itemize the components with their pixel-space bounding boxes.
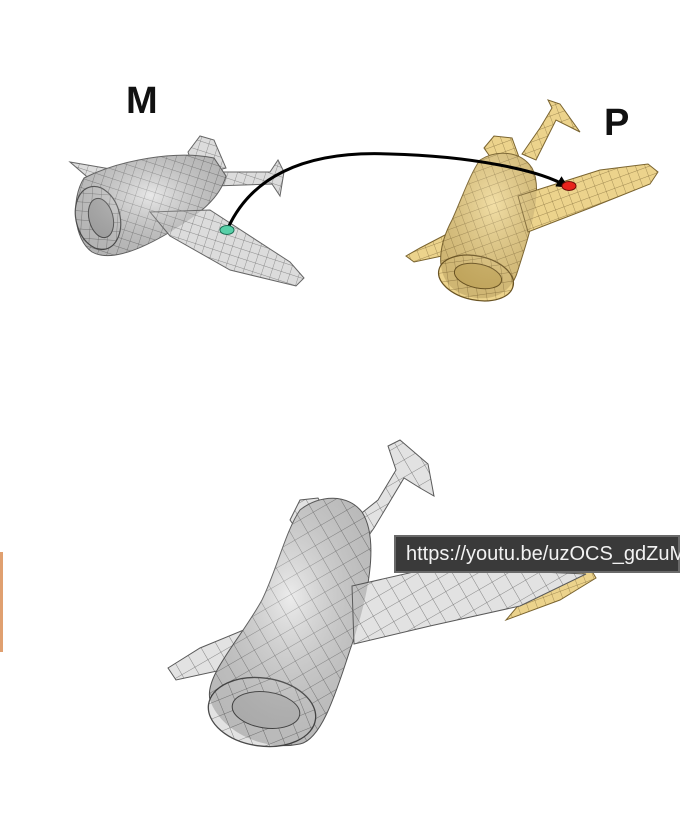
source-label: M xyxy=(126,80,158,122)
target-label: P xyxy=(604,102,630,144)
target-point xyxy=(561,181,577,191)
url-tooltip-text: https://youtu.be/uzOCS_gdZuM xyxy=(406,543,680,565)
source-point xyxy=(219,225,235,235)
correspondence-arrow xyxy=(226,152,569,229)
source-tail-plane xyxy=(213,159,285,198)
deformed-wing-right xyxy=(351,565,587,645)
target-airplane-mesh xyxy=(405,99,659,302)
url-tooltip[interactable]: https://youtu.be/uzOCS_gdZuM xyxy=(394,535,680,573)
deformed-tail-plane xyxy=(347,439,435,549)
source-wing-right xyxy=(148,209,305,287)
target-tail-plane xyxy=(521,99,581,161)
left-edge-mark xyxy=(0,552,3,652)
deformed-airplane-mesh xyxy=(167,439,597,748)
target-wing-right xyxy=(517,163,659,233)
source-airplane-mesh xyxy=(68,135,305,287)
